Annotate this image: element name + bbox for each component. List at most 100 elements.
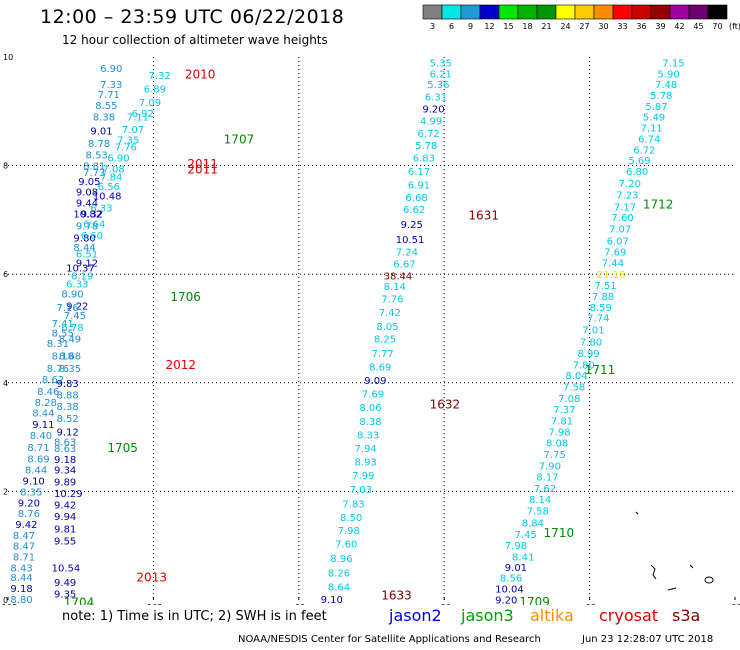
wave-height-value: 10.29 (54, 489, 83, 500)
wave-height-value: 7.80 (580, 338, 602, 349)
wave-height-value: 6.07 (607, 237, 629, 248)
colorbar-unit-label: (ft) (729, 22, 740, 31)
wave-height-value: 9.89 (54, 478, 76, 489)
wave-height-value: 7.58 (527, 506, 549, 517)
pass-number-label: 1709 (519, 595, 550, 605)
colorbar-label: 9 (468, 22, 473, 31)
wave-height-value: 8.47 (13, 531, 35, 542)
wave-height-value: 6.83 (413, 153, 435, 164)
wave-height-value: 7.88 (592, 292, 614, 303)
wave-height-value: 9.12 (76, 258, 98, 269)
legend-jason2: jason2 (389, 606, 442, 625)
wave-height-value: 9.05 (78, 177, 100, 188)
pass-number-label: 1705 (107, 441, 138, 455)
wave-height-value: 7.80 (573, 360, 595, 371)
wave-height-value: 6.68 (405, 193, 427, 204)
wave-height-value: 6.21 (430, 69, 452, 80)
wave-height-value: 9.42 (15, 520, 37, 531)
wave-height-value: 9.08 (76, 188, 98, 199)
wave-height-value: 8.76 (47, 364, 69, 375)
wave-height-value: 8.44 (25, 466, 47, 477)
wave-height-value: 8.38 (56, 402, 78, 413)
wave-height-value: 9.01 (90, 126, 112, 137)
wave-height-value: 9.18 (10, 584, 32, 595)
wave-height-value: 7.11 (127, 113, 149, 124)
legend-jason3: jason3 (461, 606, 514, 625)
wave-height-value: 9.55 (54, 536, 76, 547)
wave-height-value: 8.17 (536, 473, 558, 484)
pass-number-label: 1706 (170, 290, 201, 304)
colorbar-swatch (441, 4, 462, 20)
wave-height-value: 6.72 (633, 145, 655, 156)
wave-height-value: 9.81 (54, 524, 76, 535)
wave-height-value: 10.48 (93, 191, 122, 202)
wave-height-value: 8.47 (13, 542, 35, 553)
wave-height-value: 7.71 (98, 90, 120, 101)
wave-height-value: 6.72 (418, 129, 440, 140)
wave-height-value: 8.14 (529, 495, 551, 506)
wave-height-value: 5.78 (650, 91, 672, 102)
wave-height-value: 8.38 (359, 417, 381, 428)
wave-height-value: 9.18 (54, 455, 76, 466)
wave-height-value: 7.44 (602, 258, 624, 269)
colorbar-label: 70 (712, 22, 722, 31)
wave-height-value: 7.37 (553, 405, 575, 416)
pass-number-label: 1631 (468, 208, 499, 222)
wave-height-value: 8.53 (86, 151, 108, 162)
wave-height-value: 8.06 (359, 403, 381, 414)
legend-cryosat: cryosat (599, 606, 659, 625)
wave-height-value: 4.99 (420, 117, 442, 128)
wave-height-value: 6.67 (393, 259, 415, 270)
pass-number-label: 2011 (187, 162, 218, 176)
coastline (635, 511, 714, 591)
colorbar-swatch (460, 4, 481, 20)
wave-height-value: 7.74 (587, 314, 609, 325)
colorbar-label: 18 (522, 22, 532, 31)
wave-height-value: 9.10 (23, 477, 45, 488)
wave-height-value: 7.35 (117, 136, 139, 147)
wave-height-value: 6.33 (66, 279, 88, 290)
wave-height-value: 8.63 (54, 444, 76, 455)
pass-number-label: 1711 (585, 363, 616, 377)
wave-height-value: 9.32 (81, 209, 103, 220)
wave-height-value: 8.90 (61, 290, 83, 301)
colorbar-label: 33 (617, 22, 627, 31)
wave-height-value: 7.75 (544, 450, 566, 461)
colorbar-swatch (555, 4, 576, 20)
wave-height-value: 8.25 (374, 334, 396, 345)
y-tick-label: 2 (3, 487, 8, 496)
wave-height-value: 7.99 (352, 471, 374, 482)
colorbar-swatch (536, 4, 557, 20)
wave-height-value: 9.34 (54, 466, 76, 477)
y-tick-label: 6 (3, 270, 8, 279)
wave-height-value: 7.32 (149, 71, 171, 82)
wave-height-value: 8.99 (577, 349, 599, 360)
wave-height-value: 8.28 (35, 398, 57, 409)
wave-height-value: 6.19 (71, 271, 93, 282)
wave-height-value: 8.69 (27, 454, 49, 465)
wave-height-value: 9.42 (54, 500, 76, 511)
wave-height-value: 8.63 (54, 437, 76, 448)
colorbar-swatch (479, 4, 500, 20)
wave-height-value: 8.52 (56, 414, 78, 425)
wave-height-value: 9.12 (56, 428, 78, 439)
colorbar-label: 6 (449, 22, 454, 31)
wave-height-value: 7.45 (514, 530, 536, 541)
wave-height-value: 8.08 (546, 439, 568, 450)
wave-height-value: 9.11 (32, 420, 54, 431)
wave-height-value: 6.74 (638, 134, 660, 145)
pass-number-label: 2013 (136, 571, 167, 585)
wave-height-value: 8.88 (56, 391, 78, 402)
wave-height-value: 10.37 (66, 264, 95, 275)
wave-height-value: 7.42 (379, 308, 401, 319)
wave-height-value: 8.26 (328, 568, 350, 579)
wave-height-value: 38.44 (384, 271, 413, 282)
wave-height-value: 7.01 (582, 326, 604, 337)
wave-height-value: 8.55 (52, 328, 74, 339)
wave-height-value: 6.89 (144, 84, 166, 95)
colorbar-swatch (517, 4, 538, 20)
wave-height-value: 5.78 (415, 141, 437, 152)
colorbar-label: 36 (636, 22, 646, 31)
colorbar-swatch (422, 4, 443, 20)
colorbar-swatch (574, 4, 595, 20)
